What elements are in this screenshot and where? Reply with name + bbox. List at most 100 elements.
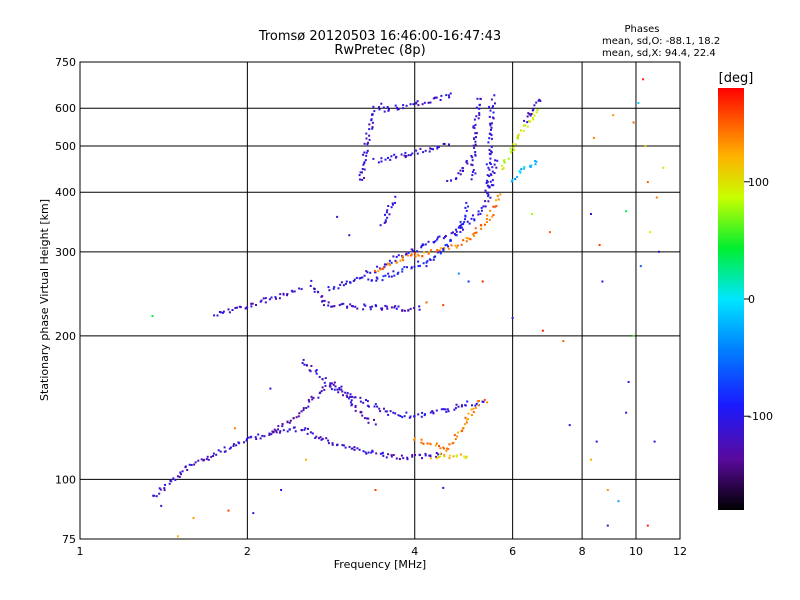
trace-dot [307, 399, 310, 401]
data-point [653, 440, 656, 443]
trace-dot [303, 428, 306, 431]
trace-dot [512, 146, 515, 149]
trace-dot [448, 96, 451, 99]
trace-dot [534, 160, 536, 163]
trace-dot [228, 447, 231, 450]
trace-dot [489, 161, 491, 164]
trace-dot [419, 264, 421, 267]
trace-dot [480, 209, 483, 212]
trace-dot [264, 301, 267, 304]
trace-dot [321, 378, 324, 381]
trace-dot [391, 202, 394, 205]
trace-dot [261, 434, 264, 437]
trace-dot [327, 304, 330, 307]
trace-dot [523, 167, 525, 170]
trace-dot [539, 99, 542, 102]
trace-dot [346, 392, 349, 395]
trace-dot [406, 254, 409, 257]
trace-dot [223, 446, 226, 449]
trace-dot [406, 266, 408, 269]
colorbar-tick-label: 100 [748, 176, 769, 189]
trace-dot [424, 149, 427, 152]
trace-dot [293, 290, 296, 293]
trace-dot [177, 475, 179, 478]
trace-20 [510, 160, 538, 183]
trace-dot [390, 455, 393, 458]
trace-dot [329, 383, 332, 386]
trace-dot [464, 206, 467, 209]
trace-dot [448, 443, 451, 446]
trace-dot [416, 152, 419, 155]
trace-dot [314, 437, 317, 439]
trace-dot [531, 109, 534, 112]
trace-dot [403, 266, 406, 268]
trace-dot [361, 178, 364, 181]
trace-dot [206, 455, 209, 458]
trace-dot [377, 161, 380, 164]
trace-dot [374, 271, 377, 274]
trace-dot [387, 413, 390, 416]
trace-dot [317, 396, 320, 399]
trace-dot [415, 101, 418, 104]
trace-dot [501, 168, 504, 171]
trace-dot [437, 453, 440, 456]
trace-dot [275, 431, 278, 434]
trace-dot [474, 172, 477, 175]
trace-dot [365, 270, 368, 273]
trace-dot [533, 114, 536, 117]
trace-dot [442, 447, 445, 450]
trace-dot [427, 101, 430, 104]
trace-dot [405, 104, 408, 107]
trace-dot [387, 205, 390, 207]
trace-dot [323, 304, 325, 307]
trace-dot [483, 398, 486, 401]
trace-dot [224, 450, 227, 453]
trace-dot [446, 408, 449, 411]
trace-dot [523, 166, 526, 169]
trace-dot [436, 147, 439, 150]
data-point [176, 535, 179, 538]
trace-dot [442, 247, 445, 250]
trace-dot [305, 407, 308, 409]
trace-dot [392, 270, 395, 273]
trace-dot [385, 410, 388, 413]
trace-dot [169, 479, 172, 482]
trace-dot [491, 215, 494, 218]
data-point [192, 517, 195, 519]
trace-dot [394, 104, 397, 107]
trace-dot [411, 248, 414, 251]
trace-dot [412, 250, 415, 253]
trace-dot [393, 153, 396, 156]
trace-17 [484, 94, 496, 196]
trace-dot [388, 108, 390, 111]
trace-dot [510, 180, 513, 183]
trace-dot [535, 160, 538, 163]
trace-dot [511, 179, 514, 182]
trace-dot [493, 172, 496, 174]
trace-dot [366, 404, 369, 407]
trace-dot [385, 211, 388, 214]
trace-dot [430, 249, 432, 252]
trace-dot [212, 452, 215, 455]
trace-dot [278, 297, 281, 300]
trace-dot [394, 156, 397, 159]
trace-dot [411, 454, 414, 457]
trace-dot [353, 396, 356, 399]
trace-dot [388, 275, 391, 278]
trace-dot [218, 311, 221, 313]
trace-dot [490, 128, 492, 131]
trace-dot [424, 452, 427, 455]
trace-dot [334, 385, 337, 388]
trace-dot [401, 416, 404, 419]
trace-dot [385, 263, 388, 266]
trace-dot [347, 397, 350, 400]
trace-dot [383, 263, 386, 266]
trace-dot [311, 398, 314, 401]
trace-dot [378, 108, 381, 111]
trace-dot [374, 423, 377, 426]
trace-dot [503, 161, 506, 164]
trace-dot [368, 138, 371, 141]
trace-dot [488, 185, 491, 188]
y-tick-label: 500 [55, 140, 76, 153]
trace-dot [429, 147, 432, 150]
